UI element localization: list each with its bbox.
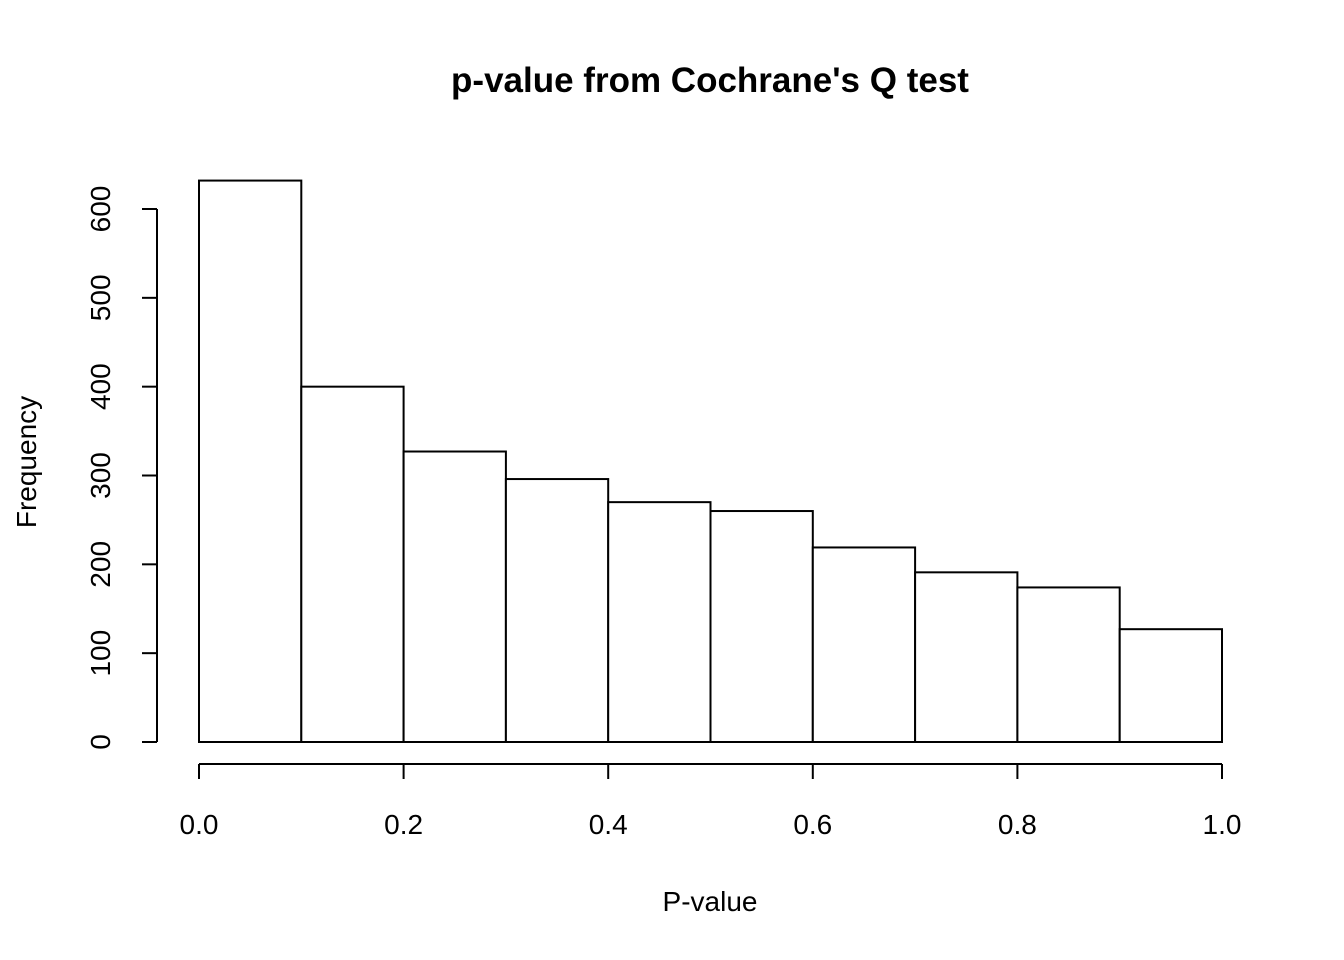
x-tick-label: 0.0	[180, 809, 219, 840]
bars-group	[198, 179, 1223, 744]
x-tick-label: 0.2	[384, 809, 423, 840]
histogram-bar	[198, 179, 303, 744]
y-tick-label: 300	[85, 452, 116, 499]
y-axis: 0 100 200 300 400 500 600	[85, 186, 158, 750]
y-tick-label: 200	[85, 541, 116, 588]
x-axis: 0.0 0.2 0.4 0.6 0.8 1.0	[180, 763, 1242, 840]
x-tick-label: 0.8	[998, 809, 1037, 840]
x-axis-label: P-value	[663, 886, 758, 917]
y-tick-label: 600	[85, 186, 116, 233]
y-axis-label: Frequency	[11, 396, 42, 528]
y-tick-label: 100	[85, 630, 116, 677]
chart-title: p-value from Cochrane's Q test	[451, 61, 969, 100]
histogram-bar	[1016, 586, 1121, 743]
histogram-bar	[914, 571, 1019, 743]
x-tick-label: 1.0	[1203, 809, 1242, 840]
x-tick-label: 0.4	[589, 809, 628, 840]
histogram-bar	[1118, 628, 1223, 743]
histogram-bar	[300, 385, 405, 743]
histogram-bar	[709, 510, 814, 743]
y-tick-label: 500	[85, 274, 116, 321]
histogram-bar	[607, 501, 712, 743]
x-tick-label: 0.6	[793, 809, 832, 840]
histogram-bar	[811, 546, 917, 744]
histogram-bar	[504, 478, 610, 743]
y-tick-label: 0	[85, 734, 116, 750]
y-tick-label: 400	[85, 363, 116, 410]
histogram-bar	[402, 450, 507, 743]
